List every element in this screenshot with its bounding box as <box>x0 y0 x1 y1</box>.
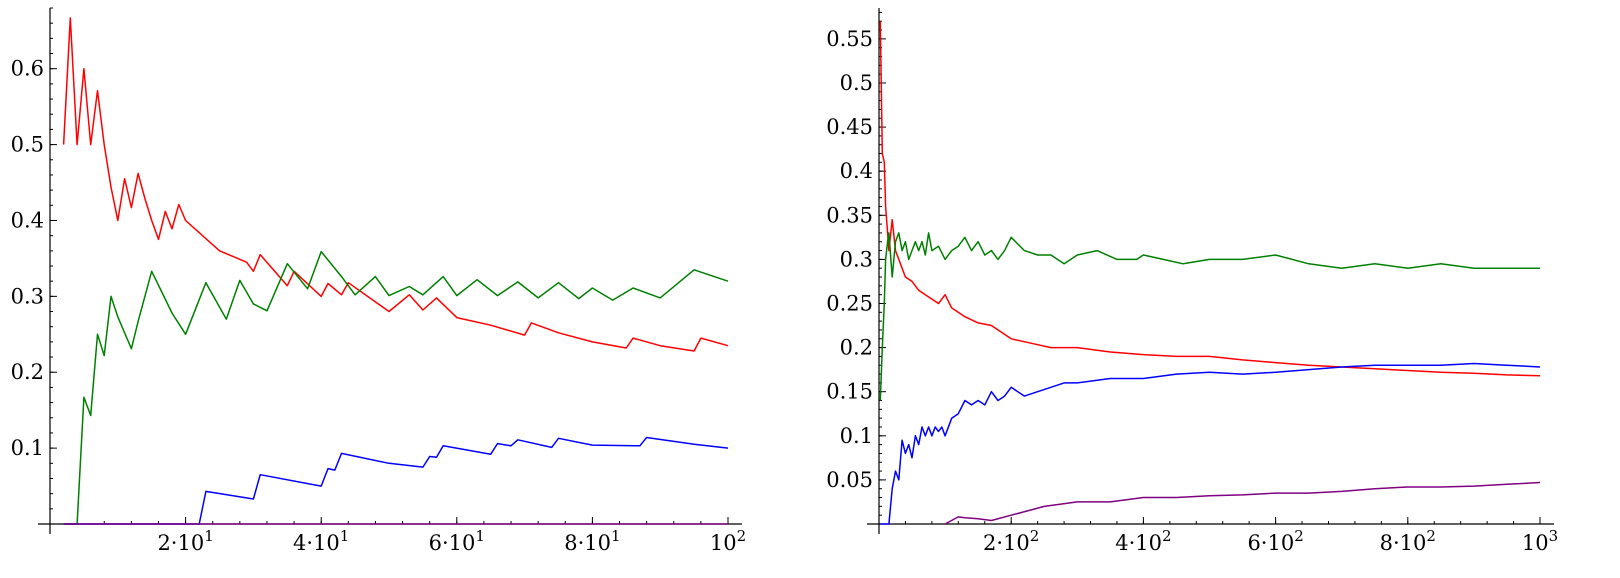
x-tick-label: 4·101 <box>293 527 349 555</box>
series-line-2 <box>880 362 1541 525</box>
x-tick-label: 6·101 <box>429 527 485 555</box>
series-line-0 <box>62 17 729 352</box>
x-tick-label: 8·101 <box>564 527 620 555</box>
x-tick-label: 103 <box>1522 527 1558 555</box>
y-tick-label: 0.2 <box>11 360 44 384</box>
y-tick-label: 0.05 <box>826 468 873 492</box>
left-chart: 0.1 0.2 0.3 0.4 0.5 0.6 2·101 4·101 6·101 8·101 10… <box>11 7 746 555</box>
y-tick-label: 0.45 <box>826 115 873 139</box>
y-tick-label: 0.35 <box>826 203 873 227</box>
y-tick-label: 0.3 <box>11 284 44 308</box>
x-tick-label: 8·102 <box>1380 527 1436 555</box>
y-tick-label: 0.4 <box>11 208 44 232</box>
series-line-2 <box>63 436 729 525</box>
series-line-1 <box>63 250 729 525</box>
y-tick-label: 0.25 <box>826 291 873 315</box>
y-tick-label: 0.3 <box>840 247 873 271</box>
series-line-3 <box>944 481 1541 525</box>
x-tick-label: 4·102 <box>1115 527 1171 555</box>
y-tick-label: 0.15 <box>826 380 873 404</box>
y-tick-label: 0.2 <box>840 336 873 360</box>
series-line-0 <box>879 21 1541 377</box>
y-tick-label: 0.1 <box>11 436 44 460</box>
y-tick-label: 0.5 <box>840 71 873 95</box>
x-tick-label: 102 <box>710 527 746 555</box>
series-line-1 <box>879 232 1540 401</box>
right-chart: 0.05 0.1 0.15 0.2 0.25 0.3 0.35 0.4 0.45 0.5 0.55 2… <box>826 8 1558 555</box>
y-tick-label: 0.55 <box>826 27 873 51</box>
y-tick-label: 0.6 <box>11 57 44 81</box>
x-tick-label: 2·101 <box>157 527 213 555</box>
y-tick-label: 0.4 <box>840 159 873 183</box>
x-tick-label: 2·102 <box>983 527 1039 555</box>
y-tick-label: 0.5 <box>11 133 44 157</box>
y-tick-label: 0.1 <box>840 424 873 448</box>
x-tick-label: 6·102 <box>1247 527 1303 555</box>
